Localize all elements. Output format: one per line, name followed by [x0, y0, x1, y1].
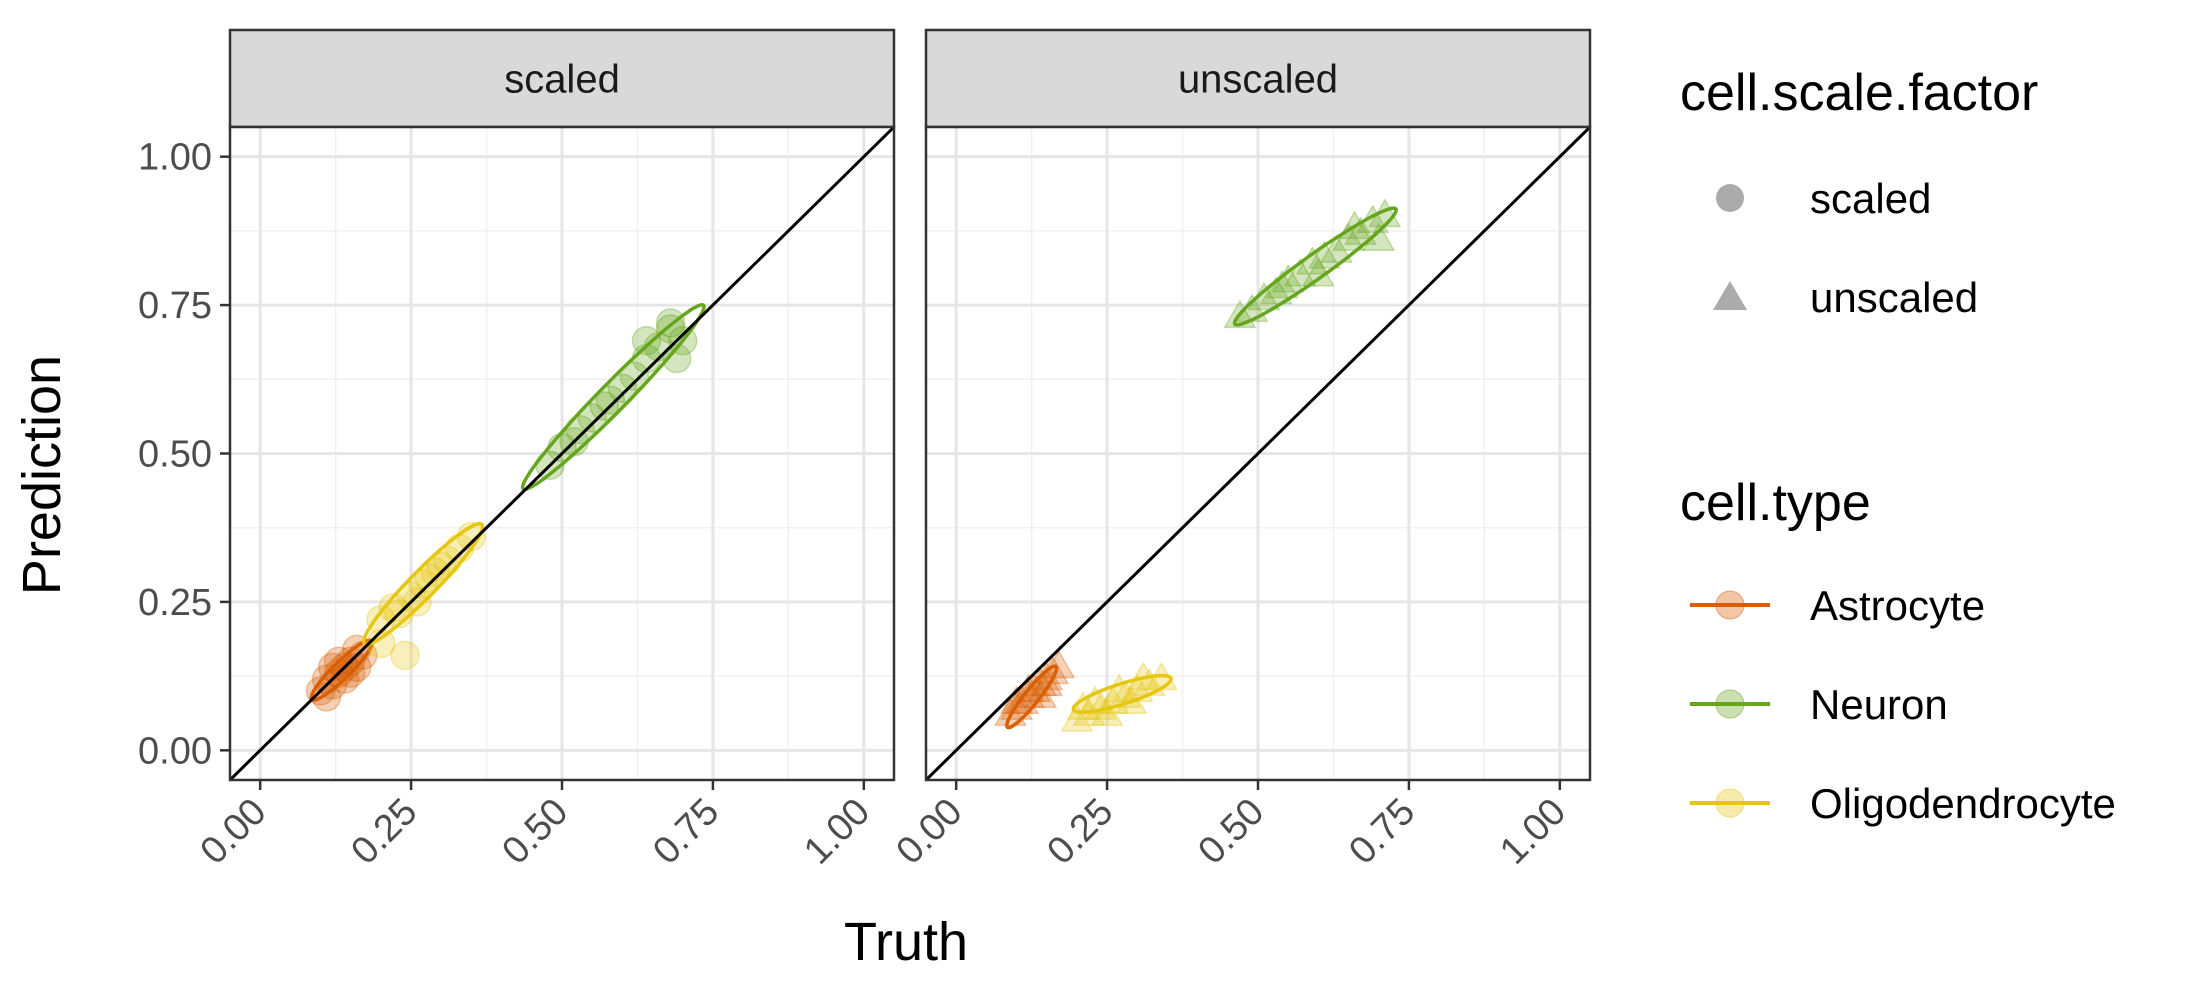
series-neuron: [520, 303, 706, 492]
x-tick-label: 0.75: [1341, 791, 1423, 873]
data-point: [396, 581, 426, 611]
data-point: [1259, 275, 1293, 305]
legend-key-point: [1715, 590, 1745, 620]
facet-strip-label: unscaled: [1178, 58, 1338, 102]
legend-title-scale: cell.scale.factor: [1680, 64, 2038, 122]
data-point: [1030, 667, 1064, 697]
x-tick-label: 0.25: [343, 791, 425, 873]
facet-strip: [228, 28, 896, 129]
data-point: [1042, 649, 1076, 679]
legend-label: unscaled: [1810, 274, 1978, 321]
y-tick-label: 0.50: [138, 434, 212, 476]
legend-label: scaled: [1810, 175, 1931, 222]
data-point: [402, 587, 432, 617]
confidence-ellipse: [1232, 206, 1398, 327]
y-axis-title: Prediction: [12, 355, 72, 595]
data-point: [1319, 234, 1353, 263]
data-point: [595, 385, 626, 415]
identity-line: [924, 125, 1592, 782]
confidence-ellipse: [1071, 673, 1173, 714]
legend-key-triangle: [1713, 281, 1747, 310]
data-point: [1078, 685, 1112, 714]
facet-strip-label: scaled: [504, 58, 620, 102]
x-tick-label: 0.00: [889, 791, 971, 873]
data-point: [420, 557, 450, 587]
x-tick-label: 0.00: [193, 791, 275, 873]
confidence-ellipse: [1005, 664, 1059, 730]
data-point: [1332, 222, 1366, 251]
y-tick-label: 1.00: [138, 137, 212, 179]
data-point: [619, 361, 650, 392]
data-point: [1060, 703, 1094, 732]
series-oligodendrocyte: [1060, 661, 1178, 732]
x-tick-label: 0.50: [1190, 791, 1272, 873]
legend-key-point: [1715, 788, 1745, 818]
legend-key-point: [1715, 689, 1745, 719]
confidence-ellipse: [520, 303, 706, 492]
data-point: [661, 343, 692, 374]
data-point: [390, 640, 420, 671]
legend-label: Oligodendrocyte: [1810, 780, 2116, 827]
legend-key-circle: [1716, 184, 1744, 212]
data-point: [589, 391, 620, 421]
data-point: [414, 563, 444, 593]
legend-label: Neuron: [1810, 681, 1948, 728]
identity-line: [228, 125, 896, 782]
facet-strip: [924, 28, 1592, 129]
data-point: [1344, 216, 1378, 246]
legend-label: Astrocyte: [1810, 582, 1985, 629]
facet-panel-scaled: scaled 0.00 0.25 0.50 0.75 1.00 0.00 0.25 0.50 0.…: [138, 28, 896, 873]
grid: [230, 127, 894, 780]
data-point: [655, 314, 686, 344]
y-tick-label: 0.25: [138, 582, 212, 624]
x-tick-label: 1.00: [1492, 791, 1574, 873]
x-tick-label: 0.50: [494, 791, 576, 873]
series-astrocyte: [994, 649, 1076, 730]
series-oligodendrocyte: [361, 521, 487, 671]
legend: cell.scale.factor scaled unscaled cell.type…: [1680, 64, 2116, 827]
data-point: [631, 325, 662, 356]
data-point: [408, 569, 438, 599]
confidence-ellipse: [361, 521, 485, 647]
data-point: [1283, 257, 1317, 287]
y-tick-label: 0.75: [138, 285, 212, 327]
data-point: [607, 373, 638, 403]
x-tick-label: 0.25: [1039, 791, 1121, 873]
series-neuron: [1223, 198, 1402, 329]
x-axis-title: Truth: [844, 912, 968, 972]
y-tick-label: 0.00: [138, 730, 212, 772]
grid: [926, 127, 1590, 780]
data-point: [577, 403, 607, 433]
facet-panel-unscaled: unscaled 0.00 0.25 0.50 0.75 1.00: [889, 28, 1592, 873]
x-tick-label: 1.00: [796, 791, 878, 873]
x-tick-label: 0.75: [645, 791, 727, 873]
data-point: [1307, 240, 1341, 269]
legend-title-type: cell.type: [1680, 474, 1871, 532]
